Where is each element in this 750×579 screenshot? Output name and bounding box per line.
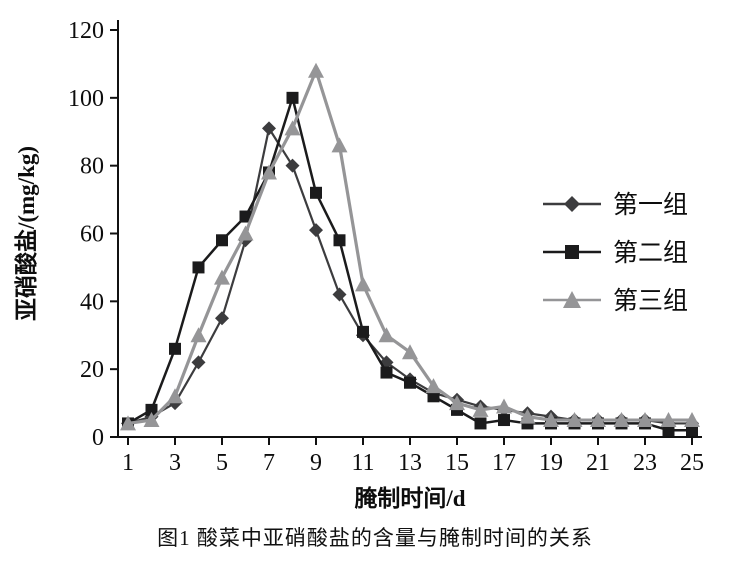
x-tick-label: 19 (539, 450, 563, 476)
y-tick-label: 20 (80, 357, 104, 383)
x-tick-label: 17 (492, 450, 516, 476)
y-tick-label: 40 (80, 289, 104, 315)
legend-label: 第三组 (613, 287, 688, 315)
x-axis-title: 腌制时间/d (354, 485, 465, 511)
y-tick-label: 100 (68, 86, 104, 112)
series-3 (120, 62, 700, 431)
x-tick-label: 23 (633, 450, 657, 476)
legend-item-2: 第二组 (543, 239, 688, 267)
series-2 (122, 91, 698, 437)
y-tick-label: 0 (92, 425, 104, 451)
x-tick-label: 11 (351, 450, 374, 476)
y-tick-label: 120 (68, 18, 104, 44)
x-tick-label: 25 (680, 450, 704, 476)
x-tick-label: 5 (216, 450, 228, 476)
legend-label: 第二组 (613, 239, 688, 267)
legend-label: 第一组 (613, 191, 688, 219)
y-tick-label: 80 (80, 154, 104, 180)
figure-caption: 图1 酸菜中亚硝酸盐的含量与腌制时间的关系 (157, 526, 593, 550)
y-tick-label: 60 (80, 222, 104, 248)
x-tick-label: 7 (263, 450, 275, 476)
x-tick-label: 9 (310, 450, 322, 476)
y-axis-title: 亚硝酸盐/(mg/kg) (14, 146, 39, 321)
x-tick-label: 15 (445, 450, 469, 476)
legend-item-1: 第一组 (543, 191, 688, 219)
legend-item-3: 第三组 (543, 287, 688, 315)
x-tick-label: 13 (398, 450, 422, 476)
x-tick-label: 21 (586, 450, 610, 476)
x-tick-label: 1 (122, 450, 134, 476)
x-tick-label: 3 (169, 450, 181, 476)
